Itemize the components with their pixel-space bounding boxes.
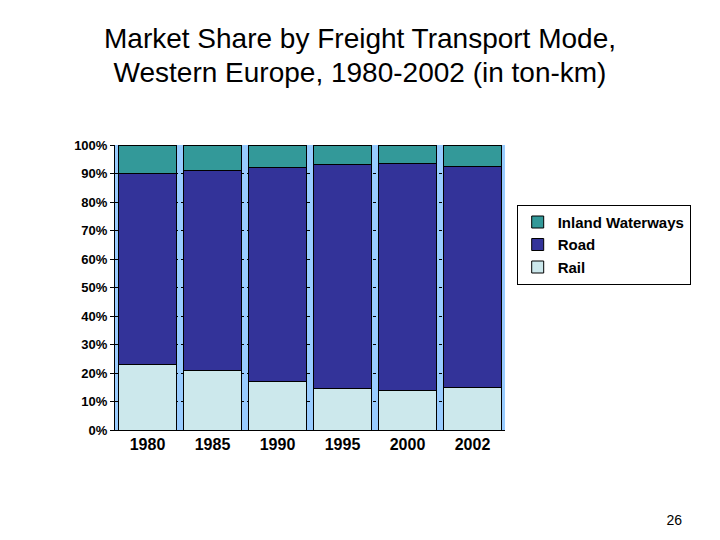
svg-text:Rail: Rail: [558, 259, 586, 276]
svg-text:60%: 60%: [81, 252, 107, 267]
svg-text:1980: 1980: [130, 436, 166, 453]
svg-text:2000: 2000: [390, 436, 426, 453]
svg-text:0%: 0%: [89, 423, 108, 438]
svg-text:80%: 80%: [81, 195, 107, 210]
svg-text:40%: 40%: [81, 309, 107, 324]
svg-text:20%: 20%: [81, 366, 107, 381]
svg-text:10%: 10%: [81, 394, 107, 409]
svg-text:50%: 50%: [81, 280, 107, 295]
html-text:Market Share by Freight Transp: Market Share by Freight Transport Mode, …: [104, 23, 616, 88]
svg-text:1985: 1985: [195, 436, 231, 453]
svg-text:90%: 90%: [81, 166, 107, 181]
svg-text:1995: 1995: [325, 436, 361, 453]
svg-text:70%: 70%: [81, 223, 107, 238]
svg-text:30%: 30%: [81, 337, 107, 352]
svg-text:Inland Waterways: Inland Waterways: [558, 214, 684, 231]
svg-text:1990: 1990: [260, 436, 296, 453]
svg-text:100%: 100%: [74, 138, 108, 153]
svg-text:Road: Road: [558, 236, 596, 253]
svg-text:2002: 2002: [455, 436, 491, 453]
html-text:26: 26: [666, 512, 682, 528]
